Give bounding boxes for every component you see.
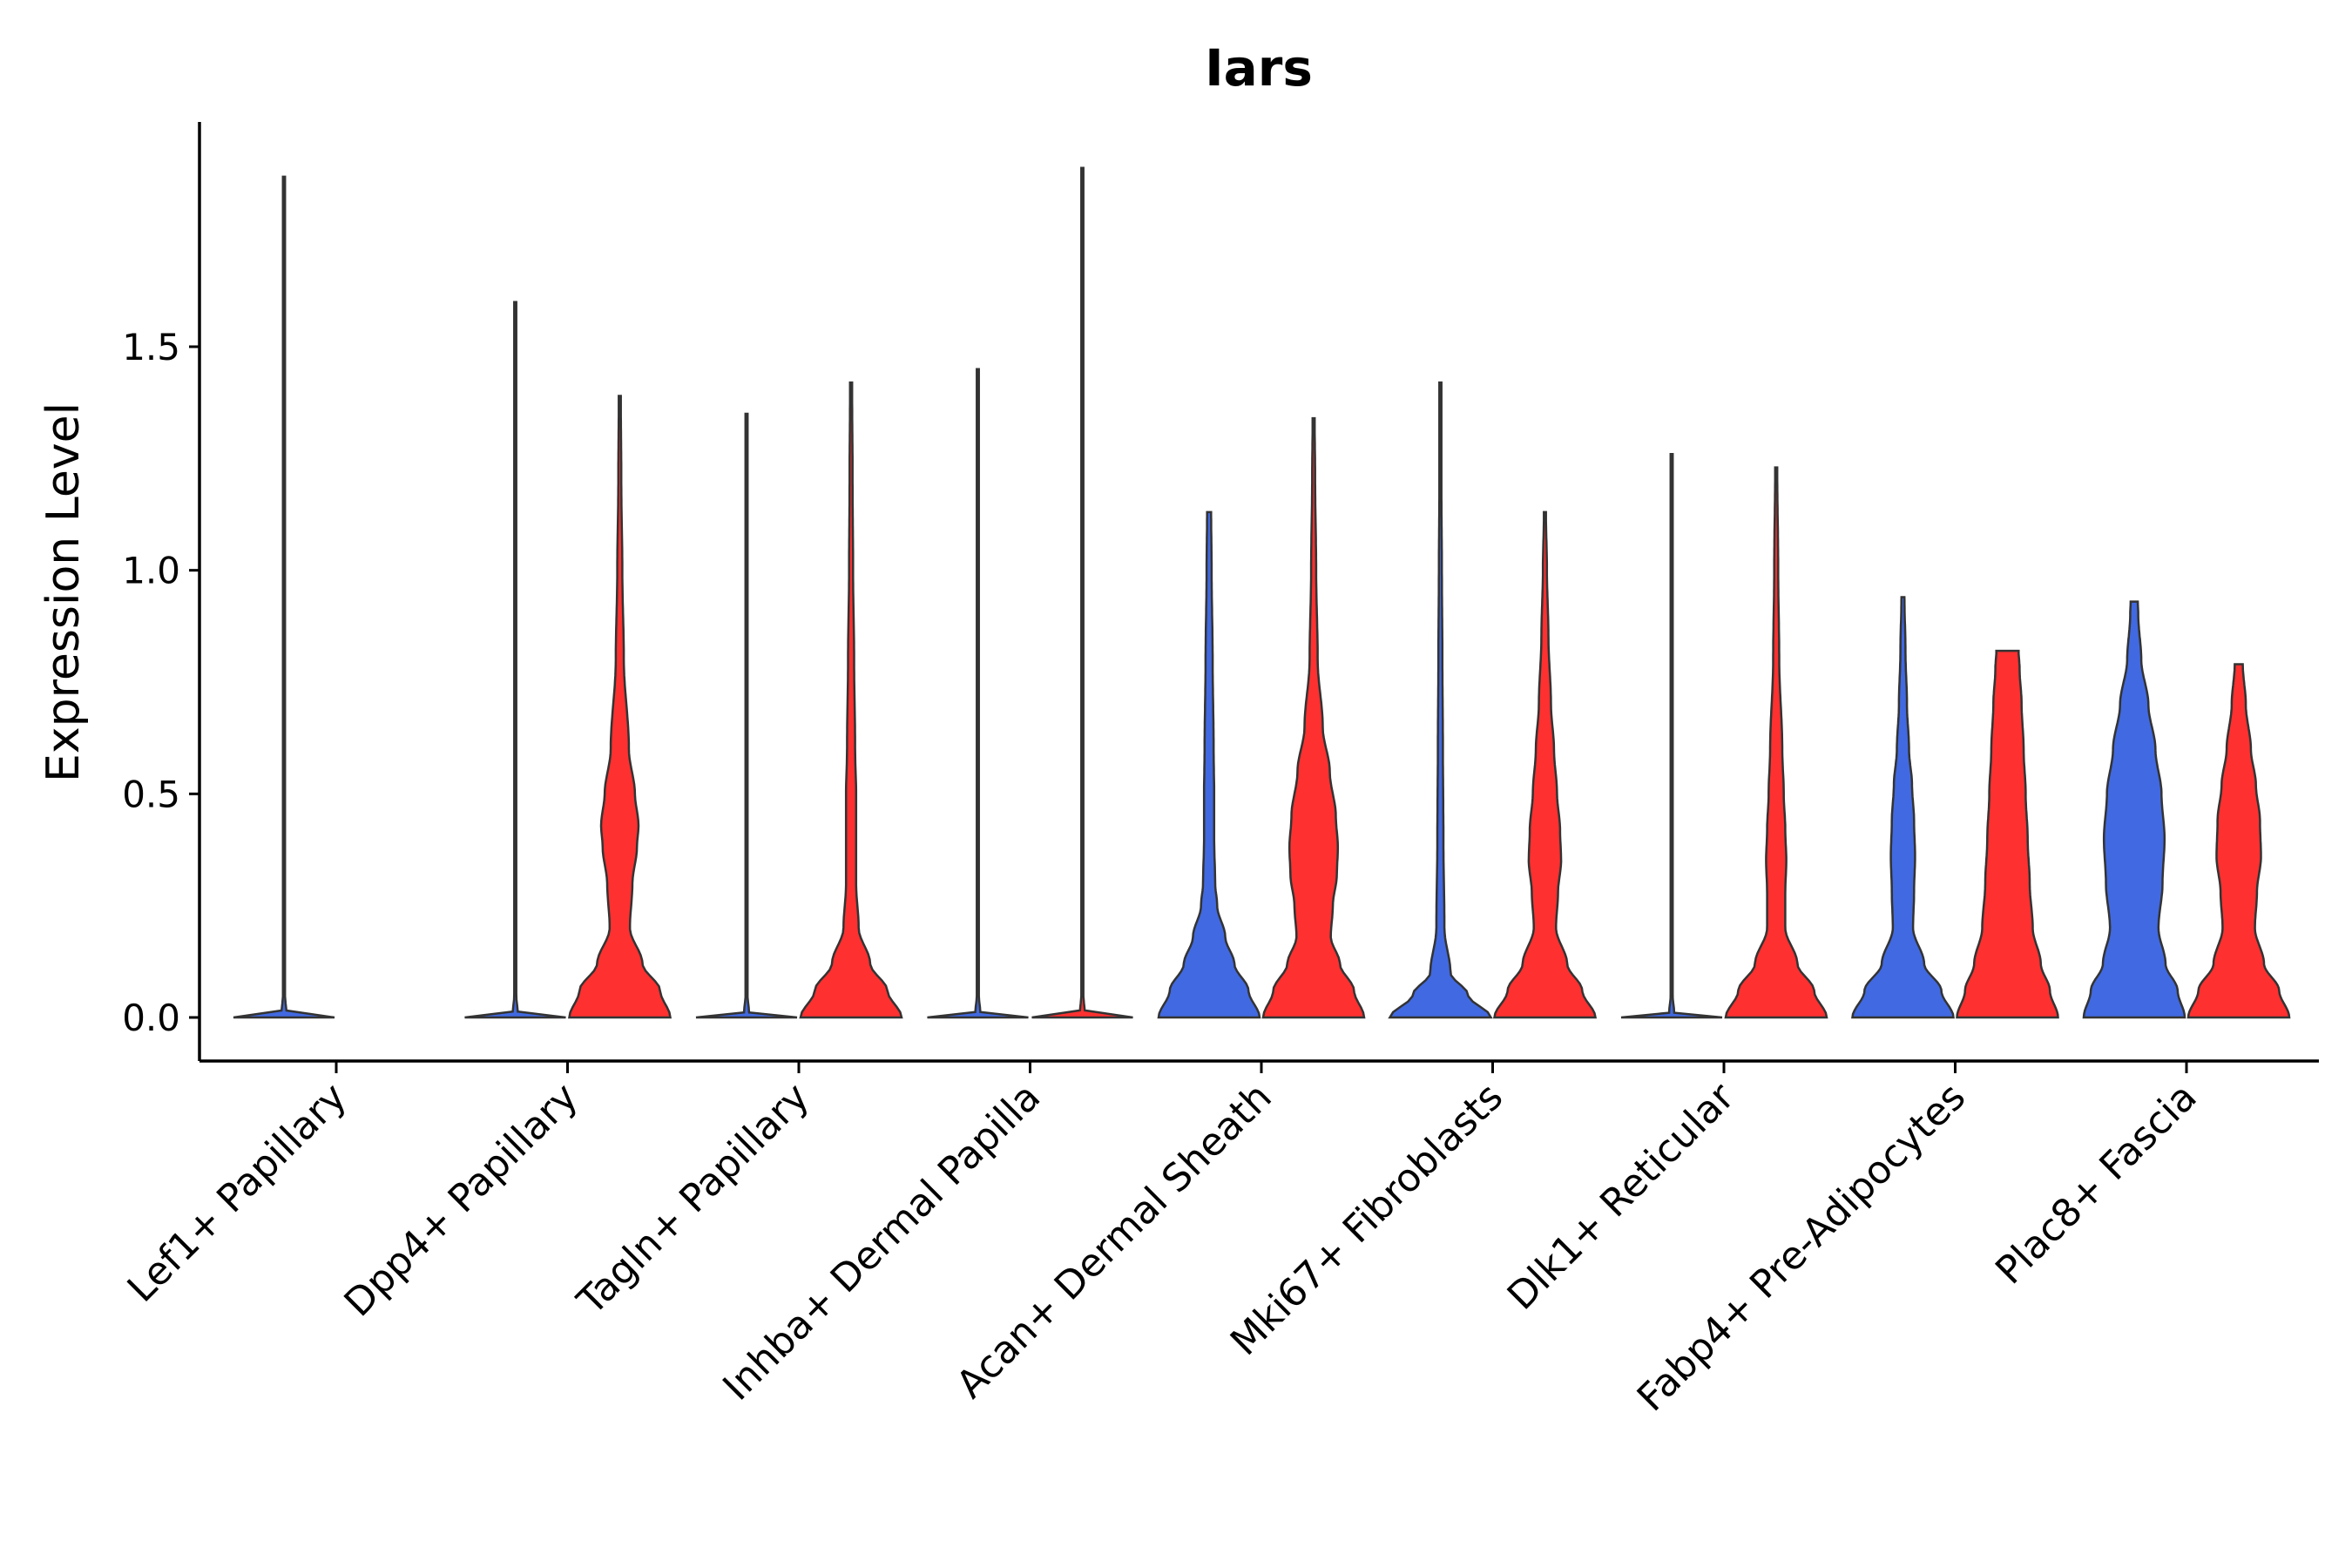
y-tick-label: 1.5 <box>122 326 180 368</box>
violins-layer <box>233 166 2291 1019</box>
violin-group1-4 <box>1157 510 1261 1019</box>
x-category-label: Plac8+ Fascia <box>1987 1075 2206 1294</box>
x-category-label: Dpp4+ Papillary <box>336 1075 587 1326</box>
y-tick-label: 0.5 <box>122 773 180 815</box>
y-axis-label: Expression Level <box>37 402 90 782</box>
violin-group2-1 <box>567 395 672 1019</box>
violin-group2-2 <box>799 381 903 1019</box>
x-category-label: Tagln+ Papillary <box>569 1075 818 1324</box>
violin-group1-6 <box>1620 452 1723 1019</box>
y-tick-label: 1.0 <box>122 550 180 592</box>
violin-group1-3 <box>927 368 1029 1019</box>
violin-group1-8 <box>2082 600 2186 1019</box>
x-category-label: Dlk1+ Reticular <box>1499 1074 1744 1319</box>
violin-group1-2 <box>695 412 798 1019</box>
violin-group1-7 <box>1851 596 1955 1019</box>
violin-group2-6 <box>1724 466 1828 1019</box>
chart-title: Iars <box>1205 38 1313 98</box>
violin-group2-8 <box>2186 663 2291 1019</box>
violin-group1-5 <box>1388 381 1493 1019</box>
violin-group1-0 <box>233 175 335 1019</box>
violin-group1-1 <box>464 301 566 1019</box>
x-category-label: Lef1+ Papillary <box>119 1075 355 1311</box>
violin-group2-7 <box>1956 649 2059 1019</box>
y-tick-label: 0.0 <box>122 997 180 1039</box>
violin-group2-5 <box>1492 510 1598 1019</box>
violin-group2-3 <box>1031 166 1133 1019</box>
y-ticks: 0.0 0.5 1.0 1.5 <box>122 326 199 1039</box>
violin-group2-4 <box>1261 416 1366 1019</box>
